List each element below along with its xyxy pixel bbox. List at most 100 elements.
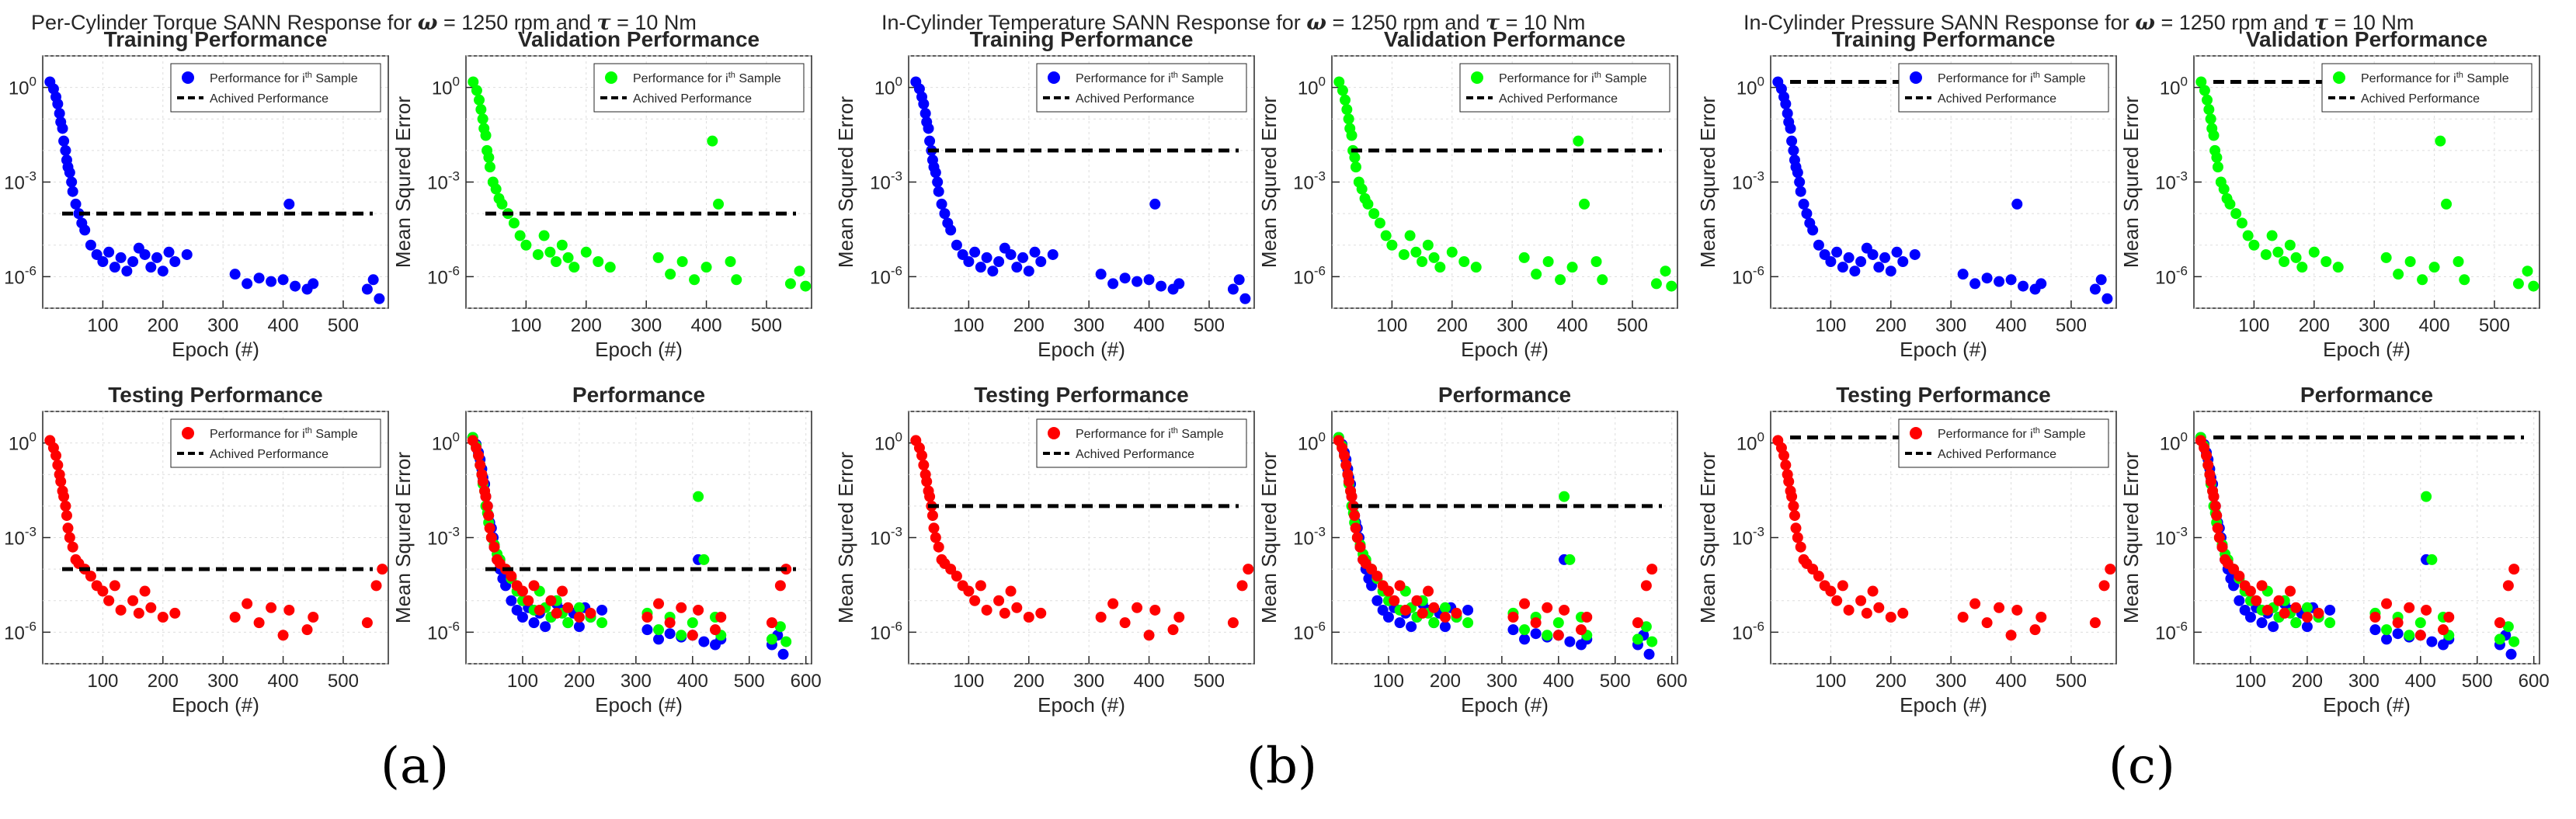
- data-point-training: [115, 252, 127, 263]
- data-point-training: [936, 198, 947, 210]
- data-point-validation: [2417, 274, 2428, 286]
- data-point-training: [1879, 252, 1891, 263]
- data-point-testing: [1340, 460, 1352, 471]
- data-point-testing: [693, 604, 704, 616]
- data-point-testing: [924, 491, 936, 502]
- data-point-validation: [2512, 278, 2524, 290]
- data-point-validation: [1362, 198, 1374, 210]
- data-point-training: [151, 252, 163, 263]
- subplot-title: Testing Performance: [1836, 383, 2050, 407]
- data-point-training: [932, 176, 944, 188]
- data-point-validation: [2212, 161, 2223, 173]
- data-point-testing: [1786, 491, 1798, 502]
- data-point-training: [1831, 246, 1843, 258]
- y-axis-label: Mean Squred Error: [2119, 96, 2143, 268]
- caption-b: (b): [1246, 737, 1317, 795]
- data-point-training: [1239, 293, 1251, 304]
- data-point-training: [506, 595, 517, 606]
- ytick-label: 10-3: [870, 525, 902, 550]
- data-point-validation: [1552, 617, 1564, 629]
- data-point-training: [1801, 208, 1813, 220]
- data-point-testing: [766, 617, 777, 629]
- subplot-title: Performance: [572, 383, 705, 407]
- data-point-validation: [1542, 255, 1554, 267]
- data-point-training: [528, 617, 540, 629]
- data-point-training: [2392, 628, 2404, 640]
- data-point-training: [939, 208, 951, 220]
- x-axis-label: Epoch (#): [172, 693, 259, 717]
- data-point-testing: [951, 571, 962, 582]
- data-point-training: [1849, 265, 1861, 277]
- legend: Performance for ith Sample Achived Perfor…: [2321, 63, 2533, 113]
- data-point-testing: [1035, 607, 1047, 619]
- data-point-testing: [2216, 541, 2228, 553]
- ytick-label: 100: [874, 75, 902, 99]
- data-point-validation: [698, 554, 710, 565]
- ytick-label: 10-6: [2155, 263, 2188, 288]
- data-point-testing: [2508, 564, 2520, 575]
- data-point-training: [930, 167, 941, 179]
- data-point-testing: [926, 510, 938, 522]
- data-point-testing: [557, 585, 568, 597]
- data-point-testing: [361, 617, 373, 629]
- legend-box: [170, 418, 381, 468]
- data-point-testing: [1389, 595, 1400, 606]
- data-point-testing: [1789, 510, 1800, 522]
- data-point-testing: [1957, 611, 1969, 623]
- legend-box: [1459, 63, 1670, 113]
- data-point-training: [60, 144, 71, 156]
- data-point-training: [1837, 262, 1848, 273]
- data-point-validation: [1422, 239, 1434, 251]
- data-point-training: [103, 246, 115, 258]
- subplot-b-2: 100 10-3 10-6 100 200 300 400 500 Epoch (#) Mean …: [1257, 27, 1678, 361]
- data-point-validation: [2195, 76, 2207, 88]
- data-point-training: [145, 262, 157, 273]
- xtick-label: 600: [1656, 671, 1688, 692]
- data-point-validation: [514, 230, 526, 241]
- data-point-testing: [1350, 522, 1361, 534]
- data-point-training: [969, 246, 981, 258]
- data-point-validation: [1349, 151, 1361, 163]
- data-point-validation: [1356, 183, 1368, 195]
- xtick-label: 500: [1194, 315, 1225, 336]
- data-point-validation: [2421, 491, 2432, 502]
- data-point-testing: [60, 500, 71, 512]
- data-point-testing: [2414, 630, 2426, 641]
- data-point-validation: [2380, 252, 2392, 263]
- subplot-a-2: 100 10-3 10-6 100 200 300 400 500 Epoch (#) Mean …: [391, 27, 812, 361]
- data-point-testing: [1423, 585, 1434, 597]
- data-point-testing: [1885, 611, 1896, 623]
- data-point-validation: [1650, 278, 1662, 290]
- xtick-label: 400: [677, 671, 708, 692]
- legend-sample-label: Performance for ith Sample: [1499, 71, 1647, 85]
- data-point-testing: [1243, 564, 1254, 575]
- subplot-c-3: 100 10-3 10-6 100 200 300 400 500 Epoch (#) Mean …: [1696, 383, 2117, 717]
- data-point-testing: [2105, 564, 2116, 575]
- data-point-testing: [516, 585, 528, 597]
- data-point-validation: [1564, 554, 1576, 565]
- data-point-training: [163, 246, 175, 258]
- data-point-testing: [2089, 617, 2101, 629]
- data-point-testing: [2098, 580, 2110, 592]
- data-point-testing: [930, 532, 941, 543]
- data-point-training: [1785, 123, 1796, 134]
- ytick-label: 100: [432, 75, 460, 99]
- x-axis-label: Epoch (#): [1461, 693, 1549, 717]
- data-point-validation: [2428, 262, 2440, 273]
- data-point-testing: [1969, 598, 1981, 609]
- data-point-training: [1507, 624, 1519, 636]
- data-point-testing: [918, 460, 930, 471]
- data-point-testing: [1417, 607, 1428, 619]
- subplot-title: Validation Performance: [1384, 27, 1625, 51]
- data-point-validation: [2502, 621, 2514, 633]
- xtick-label: 600: [2519, 671, 2550, 692]
- data-point-training: [1406, 621, 1417, 633]
- data-point-validation: [780, 636, 792, 647]
- data-point-testing: [1371, 571, 1383, 582]
- data-point-testing: [277, 630, 289, 641]
- legend-marker: [1471, 71, 1483, 84]
- y-axis-label: Mean Squred Error: [1257, 452, 1281, 623]
- data-point-testing: [1981, 617, 1993, 629]
- legend: Performance for ith Sample Achived Perfor…: [1459, 63, 1670, 113]
- xtick-label: 500: [2479, 315, 2510, 336]
